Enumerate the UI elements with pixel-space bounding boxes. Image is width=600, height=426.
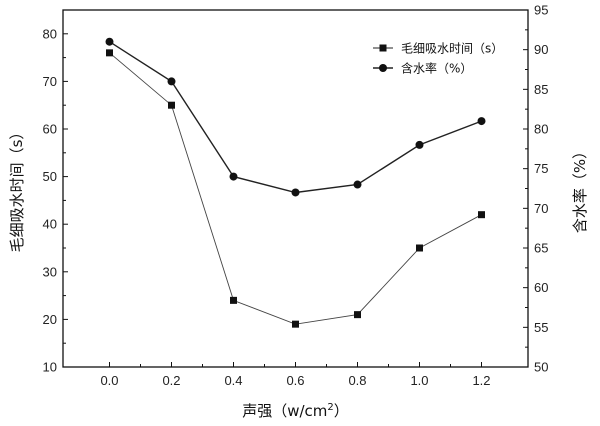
y-right-tick-label: 85 [534,82,548,97]
data-point-square [168,101,175,109]
y-right-tick-label: 95 [534,3,548,18]
data-point-circle [415,140,424,149]
x-axis-title: 声强（w/cm2） [242,402,349,420]
y-left-tick-label: 60 [43,122,57,137]
data-point-square [478,211,485,219]
legend-label: 毛细吸水时间（s） [401,42,503,56]
x-tick-label: 1.2 [472,373,490,388]
y-right-tick-label: 70 [534,201,548,216]
data-point-circle [229,172,238,181]
x-tick-label: 0.8 [348,373,366,388]
y-right-axis-title: 含水率（%） [571,144,589,233]
y-right-tick-label: 80 [534,122,548,137]
data-point-square [230,296,237,304]
data-point-circle [167,77,176,86]
x-axis-title-superscript: 2 [327,402,333,413]
series-group [105,37,486,328]
data-point-square [292,320,299,328]
y-right-tick-label: 65 [534,241,548,256]
x-tick-label: 0.2 [162,373,180,388]
legend: 毛细吸水时间（s） 含水率（%） [373,42,503,76]
y-right-tick-label: 50 [534,360,548,375]
data-point-circle [477,117,486,126]
y-right-tick-label: 75 [534,161,548,176]
x-tick-label: 0.6 [286,373,304,388]
y-right-tick-label: 55 [534,320,548,335]
y-right-tick-label: 60 [534,280,548,295]
x-tick-label: 1.0 [410,373,428,388]
legend-label: 含水率（%） [401,61,472,76]
data-point-circle [105,37,114,46]
y-left-tick-label: 80 [43,26,57,41]
y-left-tick-label: 70 [43,74,57,89]
legend-marker-square [379,44,387,52]
x-axis-title-main: 声强（w/cm [242,402,327,420]
y-left-tick-label: 10 [43,360,57,375]
data-point-square [354,311,361,319]
legend-marker-circle [379,64,387,72]
data-point-square [416,244,423,252]
y-left-tick-label: 50 [43,169,57,184]
x-axis-title-tail: ） [334,402,349,420]
y-left-axis-title: 毛细吸水时间（s） [8,125,26,253]
y-right-tick-label: 90 [534,42,548,57]
axis-labels-group: 声强（w/cm2） 毛细吸水时间（s） 含水率（%） [8,125,589,420]
tick-group: 0.0 0.2 0.4 0.6 0.8 1.0 1.2 10 20 30 40 50 60 70 80 50 5… [43,3,549,389]
data-point-square [106,49,113,57]
y-left-tick-label: 20 [43,312,57,327]
y-left-tick-label: 30 [43,264,57,279]
x-tick-label: 0.0 [100,373,118,388]
data-point-circle [353,180,362,189]
x-tick-label: 0.4 [224,373,242,388]
y-left-tick-label: 40 [43,217,57,232]
data-point-circle [291,188,300,197]
